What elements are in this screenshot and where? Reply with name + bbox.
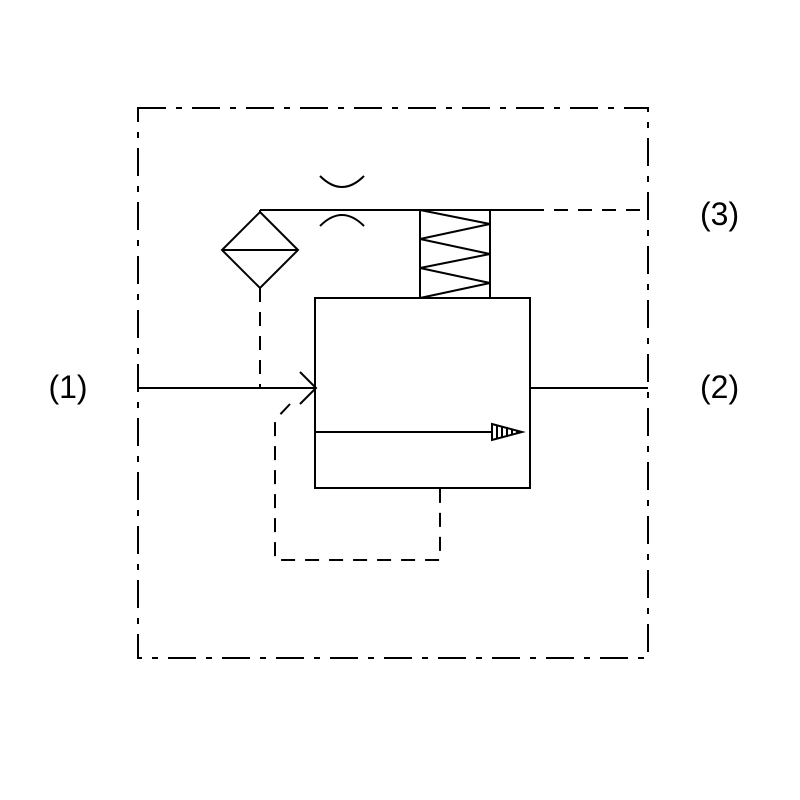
flow-arrow-head xyxy=(492,424,522,440)
pilot-feedback-path xyxy=(275,404,440,560)
port-3-label: (3) xyxy=(700,196,739,232)
valve-body xyxy=(315,298,530,488)
hydraulic-schematic-diagram: (1) (2) (3) xyxy=(0,0,800,800)
spring-icon xyxy=(420,210,490,298)
envelope-rect xyxy=(138,108,648,658)
port-2-label: (2) xyxy=(700,369,739,405)
filter-icon xyxy=(222,212,298,288)
port-1-label: (1) xyxy=(48,369,87,405)
orifice-icon xyxy=(320,176,364,226)
